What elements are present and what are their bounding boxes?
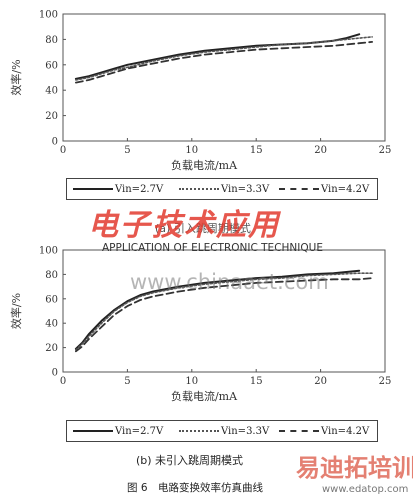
y-tick-label: 0 xyxy=(52,137,58,148)
efficiency-chart-bottom: 0 5 10 15 20 25 0 20 40 60 80 100 负载电流/mA 效率/% xyxy=(9,246,392,404)
x-tick-label: 0 xyxy=(60,376,66,387)
watermark-corner-logo: 易迪拓培训 xyxy=(296,454,413,482)
x-tick-label: 5 xyxy=(124,145,130,156)
y-axis-label: 效率/% xyxy=(9,59,23,95)
x-tick-label: 15 xyxy=(250,376,263,387)
legend-label: Vin=4.2V xyxy=(321,425,370,437)
plot-frame xyxy=(62,13,386,142)
legend-item-vin-2-7: Vin=2.7V xyxy=(73,179,163,199)
subfigure-caption-b: (b) 未引入跳周期模式 xyxy=(136,454,244,467)
efficiency-chart-top: 0 5 10 15 20 25 0 20 40 60 80 100 负载电流/mA 效率/% xyxy=(9,10,392,173)
x-axis-label: 负载电流/mA xyxy=(171,389,238,403)
x-tick-label: 20 xyxy=(314,145,327,156)
series-line-3 xyxy=(75,41,374,84)
subfigure-caption-a: (a) 引入跳周期模式 xyxy=(155,222,251,235)
x-tick-label: 20 xyxy=(314,376,327,387)
figure-caption: 图 6 电路变换效率仿真曲线 xyxy=(127,482,264,494)
series-line-3 xyxy=(75,277,374,353)
x-tick-label: 25 xyxy=(379,376,392,387)
legend-item-vin-3-3: Vin=3.3V xyxy=(179,421,269,441)
legend-label: Vin=2.7V xyxy=(115,183,164,195)
y-tick-label: 100 xyxy=(39,246,58,257)
legend-label: Vin=3.3V xyxy=(221,425,270,437)
legend-item-vin-4-2: Vin=4.2V xyxy=(279,421,369,441)
x-tick-label: 0 xyxy=(60,145,66,156)
y-tick-label: 40 xyxy=(45,319,58,330)
y-tick-label: 20 xyxy=(45,111,58,122)
y-tick-label: 80 xyxy=(45,35,58,46)
plot-frame xyxy=(62,249,386,373)
y-tick-label: 80 xyxy=(45,270,58,281)
legend-item-vin-2-7: Vin=2.7V xyxy=(73,421,163,441)
x-tick-label: 5 xyxy=(124,376,130,387)
x-tick-label: 15 xyxy=(250,145,263,156)
y-axis-label: 效率/% xyxy=(9,293,23,329)
legend-swatch-solid xyxy=(73,430,113,432)
y-tick-label: 0 xyxy=(52,368,58,379)
legend-top: Vin=2.7V Vin=3.3V Vin=4.2V xyxy=(66,178,378,200)
legend-swatch-dotted xyxy=(179,430,219,432)
legend-item-vin-3-3: Vin=3.3V xyxy=(179,179,269,199)
x-axis-label: 负载电流/mA xyxy=(171,158,238,172)
legend-label: Vin=2.7V xyxy=(115,425,164,437)
x-tick-label: 10 xyxy=(185,376,198,387)
legend-item-vin-4-2: Vin=4.2V xyxy=(279,179,369,199)
watermark-brand-logo: 电子技术应用 xyxy=(88,208,280,243)
y-tick-label: 60 xyxy=(45,60,58,71)
legend-label: Vin=4.2V xyxy=(321,183,370,195)
legend-label: Vin=3.3V xyxy=(221,183,270,195)
y-tick-label: 20 xyxy=(45,343,58,354)
legend-swatch-dashed xyxy=(279,430,319,432)
legend-swatch-dotted xyxy=(179,188,219,190)
y-tick-label: 40 xyxy=(45,86,58,97)
legend-swatch-dashed xyxy=(279,188,319,190)
watermark-brand-subtitle: APPLICATION OF ELECTRONIC TECHNIQUE xyxy=(102,242,323,254)
series-line-2 xyxy=(75,272,373,351)
y-tick-label: 60 xyxy=(45,294,58,305)
x-tick-label: 10 xyxy=(185,145,198,156)
legend-bottom: Vin=2.7V Vin=3.3V Vin=4.2V xyxy=(66,420,378,442)
series-line-1 xyxy=(74,269,361,350)
watermark-corner-url: www.edatop.com xyxy=(322,484,409,495)
legend-swatch-solid xyxy=(73,188,113,190)
watermark-url: www.chinaaet.com xyxy=(130,270,329,294)
x-tick-label: 25 xyxy=(379,145,392,156)
series-line-2 xyxy=(75,36,373,81)
y-tick-label: 100 xyxy=(39,10,58,21)
